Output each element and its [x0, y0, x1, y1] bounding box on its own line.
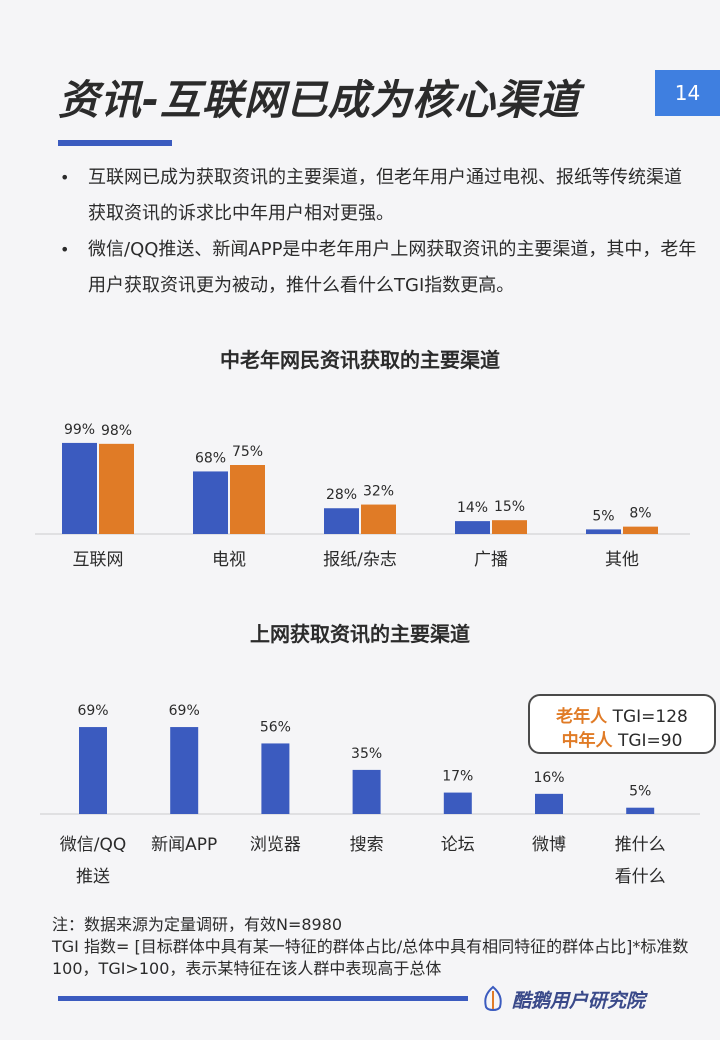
bullet-dot-icon: •	[60, 168, 70, 187]
chart2-data-label: 35%	[351, 746, 382, 762]
chart2-category-label: 新闻APP	[151, 835, 217, 855]
goose-logo-icon	[484, 985, 502, 1011]
chart1-data-label: 99%	[64, 422, 95, 438]
chart2-category-label: 推送	[76, 867, 110, 887]
chart2-category-label: 搜索	[350, 835, 384, 855]
chart2-data-label: 5%	[629, 784, 651, 800]
chart1-category-label: 广播	[474, 550, 508, 570]
brand-logo-text: 酷鹅用户研究院	[512, 989, 646, 1012]
chart1-bar	[62, 442, 97, 534]
page-title: 资讯-互联网已成为核心渠道	[58, 76, 581, 124]
chart1-data-label: 68%	[195, 450, 226, 466]
chart1-bar	[361, 504, 396, 534]
chart1-data-label: 15%	[494, 499, 525, 515]
page-number-badge: 14	[655, 70, 720, 116]
bullet-dot-icon: •	[60, 240, 70, 259]
callout-mid-tag: 中年人	[561, 731, 613, 751]
chart1-data-label: 32%	[363, 484, 394, 500]
callout-old-value: TGI=128	[612, 707, 688, 727]
chart1-bar	[230, 465, 265, 534]
chart2-bar	[261, 743, 290, 814]
bullet-text: 互联网已成为获取资讯的主要渠道，但老年用户通过电视、报纸等传统渠道获取资讯的诉求…	[88, 167, 682, 224]
title-underline	[58, 140, 172, 146]
footnote-line-1: 注：数据来源为定量调研，有效N=8980	[52, 915, 343, 934]
bullet-list: • 互联网已成为获取资讯的主要渠道，但老年用户通过电视、报纸等传统渠道获取资讯的…	[58, 160, 698, 304]
chart1-data-label: 75%	[232, 444, 263, 460]
chart1-category-label: 其他	[605, 550, 639, 570]
chart1-data-label: 8%	[629, 506, 651, 522]
chart2-category-label: 看什么	[615, 867, 666, 887]
chart2-data-label: 56%	[260, 719, 291, 735]
chart2-bar	[535, 793, 563, 814]
chart1-category-label: 报纸/杂志	[323, 550, 397, 570]
chart2-data-label: 16%	[533, 770, 564, 786]
chart1-data-label: 14%	[457, 500, 488, 516]
bullet-item: • 微信/QQ推送、新闻APP是中老年用户上网获取资讯的主要渠道，其中，老年用户…	[58, 232, 698, 304]
chart2-category-label: 论坛	[441, 835, 475, 855]
callout-line-old: 老年人 TGI=128	[530, 702, 714, 727]
chart1-bar	[623, 526, 658, 534]
callout-line-mid: 中年人 TGI=90	[530, 726, 714, 751]
chart2-bar	[352, 769, 381, 814]
chart1-svg: 99% 98% 互联网 68% 75% 电视 28% 32% 报纸/杂志 14% 15% 广播 5% 8%…	[35, 422, 690, 570]
bullet-item: • 互联网已成为获取资讯的主要渠道，但老年用户通过电视、报纸等传统渠道获取资讯的…	[58, 160, 698, 232]
chart2-data-label: 17%	[442, 769, 473, 785]
callout-old-tag: 老年人	[556, 707, 608, 727]
chart1-data-label: 98%	[101, 423, 132, 439]
callout-mid-value: TGI=90	[617, 731, 683, 751]
footnote: 注：数据来源为定量调研，有效N=8980 TGI 指数= [目标群体中具有某一特…	[52, 914, 702, 980]
chart2-category-label: 浏览器	[250, 835, 301, 855]
chart1-data-label: 5%	[592, 508, 614, 524]
chart2-category-label: 微信/QQ	[60, 835, 127, 855]
chart1-title: 中老年网民资讯获取的主要渠道	[220, 348, 500, 372]
chart1-bar	[586, 529, 621, 534]
chart2-category-label: 推什么	[615, 835, 666, 855]
chart1-bar	[492, 520, 527, 534]
chart2-svg: 69% 微信/QQ 推送 69% 新闻APP 56% 浏览器 35% 搜索 17% 论坛 16% 微博 5…	[40, 703, 700, 887]
chart2-bar	[170, 727, 199, 814]
chart1-bar	[324, 508, 359, 534]
chart2-bar	[626, 807, 655, 814]
chart1-bar	[193, 471, 228, 534]
footer-rule	[58, 996, 468, 1001]
chart2-title: 上网获取资讯的主要渠道	[250, 622, 470, 646]
chart2-data-label: 69%	[169, 703, 200, 719]
chart1-data-label: 28%	[326, 487, 357, 503]
tgi-callout: 老年人 TGI=128 中年人 TGI=90	[528, 694, 716, 754]
brand-logo: 酷鹅用户研究院	[480, 985, 645, 1013]
chart2-bar	[443, 792, 472, 814]
chart1-bar	[99, 443, 134, 534]
chart1-category-label: 互联网	[73, 550, 124, 570]
chart2-bar	[79, 727, 107, 814]
chart2-category-label: 微博	[532, 835, 566, 855]
chart1-bar	[455, 521, 490, 534]
footnote-line-2: TGI 指数= [目标群体中具有某一特征的群体占比/总体中具有相同特征的群体占比…	[52, 937, 689, 978]
chart1-category-label: 电视	[212, 550, 246, 570]
chart2-data-label: 69%	[77, 703, 108, 719]
bullet-text: 微信/QQ推送、新闻APP是中老年用户上网获取资讯的主要渠道，其中，老年用户获取…	[88, 239, 697, 296]
